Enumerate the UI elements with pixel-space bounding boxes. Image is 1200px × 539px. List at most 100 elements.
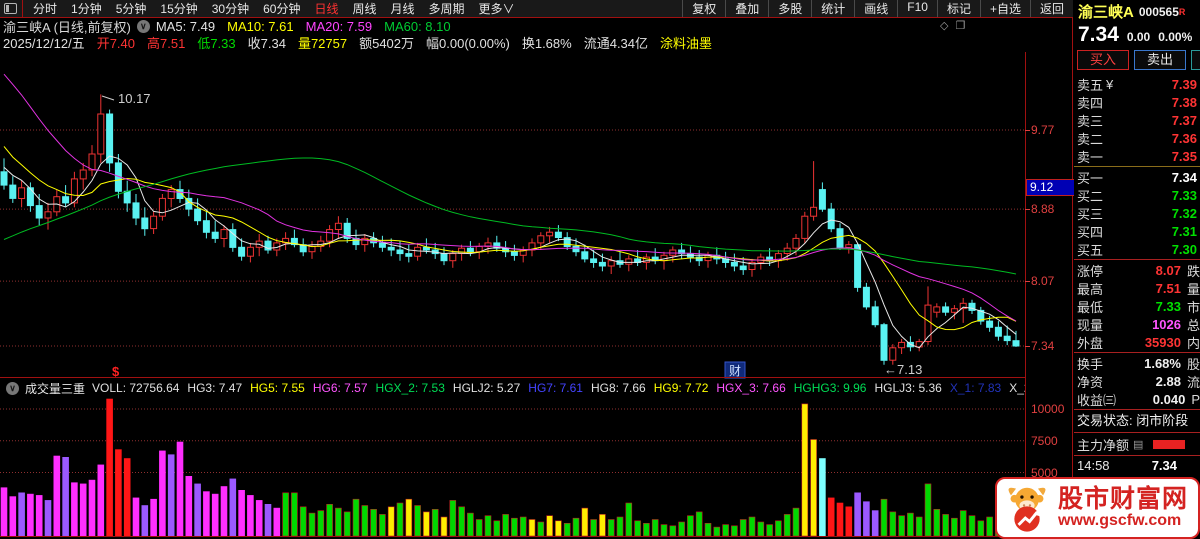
menu-item-tool[interactable]: F10: [897, 0, 937, 17]
buy-level-row[interactable]: 买五 7.30: [1077, 241, 1197, 258]
chart-title-bar: 渝三峡A (日线,前复权) ∨ MA5: 7.49 MA10: 7.61 MA20:…: [0, 18, 1073, 35]
divider: [1074, 409, 1200, 410]
menu-item-period[interactable]: 周线: [352, 2, 377, 16]
tools-menu: 复权 叠加 多股 统计 画线 F10 标记 +自选 返回: [682, 0, 1073, 17]
site-url[interactable]: www.gscfw.com: [1058, 511, 1182, 529]
ma-value: MA60: 8.10: [384, 18, 451, 34]
ma-values: MA5: 7.49 MA10: 7.61 MA20: 7.59 MA60: 8.10: [156, 19, 463, 34]
period-menu: 分时 1分钟 5分钟 15分钟 30分钟 60分钟 日线 周线 月线 多周期 更多∨: [26, 0, 522, 17]
volume-axis-label: 7500: [1031, 433, 1058, 448]
main-flow-row[interactable]: 主力净额 ▤: [1074, 434, 1200, 454]
order-buttons: 买入 卖出: [1074, 47, 1200, 75]
indicator-field: HGLJ3: 5.36: [874, 381, 942, 395]
window-icon[interactable]: ❐: [955, 20, 966, 32]
menu-item-period[interactable]: 多周期: [428, 2, 465, 16]
info-value: 幅0.00(0.00%): [426, 36, 510, 51]
menu-item-period[interactable]: 5分钟: [115, 2, 147, 16]
menu-item-tool[interactable]: 标记: [936, 0, 980, 17]
indicator-name[interactable]: 成交量三重: [25, 381, 86, 396]
menu-item-period[interactable]: 15分钟: [160, 2, 198, 16]
site-name[interactable]: 股市财富网: [1058, 485, 1189, 514]
indicator-field: HGHG3: 9.96: [793, 381, 867, 395]
indicator-field: X_2: 7.91: [1009, 381, 1025, 395]
indicator-field: HGX_3: 7.66: [716, 381, 786, 395]
clipped-label: 股: [1186, 356, 1200, 372]
stat-row: 最低 7.33 市: [1077, 298, 1200, 315]
info-value: 2025/12/12/五: [3, 36, 85, 51]
buy-level-row[interactable]: 买四 7.31: [1077, 223, 1197, 240]
bottom-border: [0, 536, 1073, 537]
menu-item-period[interactable]: 1分钟: [71, 2, 102, 16]
diamond-icon[interactable]: ◇: [940, 20, 949, 32]
watermark-text: 股市财富网 www.gscfw.com: [1058, 486, 1188, 529]
titlebar-icons: ◇ ❐: [940, 19, 972, 32]
volume-axis-label: 10000: [1031, 402, 1065, 416]
clipped-label: 内: [1186, 335, 1200, 351]
ma-value: MA20: 7.59: [305, 18, 373, 34]
sell-button[interactable]: 卖出: [1134, 50, 1186, 70]
symbol-title: 渝三峡A (日线,前复权): [3, 19, 131, 35]
sell-level-row[interactable]: 卖四 7.38: [1077, 94, 1197, 111]
indicator-field: HG6: 7.57: [312, 381, 368, 395]
panel-border: [1072, 0, 1073, 539]
price-row: 7.34 0.00 0.00%: [1074, 23, 1200, 47]
quote-panel: 渝三峡A 000565 R 7.34 0.00 0.00% 买入 卖出 卖五 ¥ …: [1074, 0, 1200, 539]
info-value: 流通4.34亿: [583, 36, 649, 51]
ohlc-info-bar: 2025/12/12/五 开7.40 高7.51 低7.33 收7.34 量72757 额5…: [0, 34, 1073, 51]
price-axis-label: 8.07: [1031, 274, 1055, 289]
stats-block-2: 换手 1.68% 股 净资 2.88 流 收益㈢ 0.040 P: [1074, 354, 1200, 408]
stat-row: 净资 2.88 流: [1077, 373, 1200, 390]
menu-item-period[interactable]: 更多∨: [478, 2, 515, 16]
indicator-field: X_1: 7.83: [949, 381, 1002, 395]
divider: [1074, 455, 1200, 456]
clipped-button[interactable]: [1191, 50, 1200, 70]
info-value: 收7.34: [247, 36, 286, 51]
menu-item-tool[interactable]: 画线: [854, 0, 897, 17]
stock-code: 000565: [1138, 4, 1179, 19]
price-change: 0.00: [1126, 30, 1151, 44]
info-value: 额5402万: [359, 36, 415, 51]
svg-text:10.17: 10.17: [118, 91, 151, 106]
menu-item-period[interactable]: 月线: [390, 2, 415, 16]
menu-item-period[interactable]: 30分钟: [211, 2, 250, 16]
sell-level-row[interactable]: 卖三 7.37: [1077, 112, 1197, 129]
candlestick-chart[interactable]: 10.17 ←7.13 $ 财: [0, 0, 1025, 539]
menu-item-tool[interactable]: 叠加: [725, 0, 768, 17]
menu-item-tool[interactable]: +自选: [979, 0, 1030, 17]
menu-item-period[interactable]: 日线: [314, 2, 339, 16]
ma-value: MA10: 7.61: [227, 18, 294, 34]
buy-level-row[interactable]: 买三 7.32: [1077, 205, 1197, 222]
indicator-field: HGLJ2: 5.27: [452, 381, 521, 395]
price-change-pct: 0.00%: [1158, 30, 1193, 44]
menu-item-tool[interactable]: 返回: [1029, 0, 1073, 17]
clipped-label: 市: [1186, 299, 1200, 315]
info-value: 开7.40: [96, 36, 135, 51]
pane-divider[interactable]: [0, 377, 1025, 378]
stats-block: 涨停 8.07 跌 最高 7.51 量 最低 7.33 市 现量 1026 总 …: [1074, 261, 1200, 351]
sell-level-row[interactable]: 卖一 7.35: [1077, 148, 1197, 165]
buy-button[interactable]: 买入: [1077, 50, 1129, 70]
info-value: 涂料油墨: [660, 36, 713, 51]
svg-text:←7.13: ←7.13: [884, 362, 922, 377]
chevron-down-icon[interactable]: ∨: [6, 381, 19, 395]
divider: [1074, 259, 1200, 260]
clipped-label: 量: [1186, 281, 1200, 297]
layout-toggle-icon[interactable]: [4, 3, 17, 14]
price-axis-label: 9.77: [1031, 122, 1055, 137]
menu-item-period[interactable]: 60分钟: [263, 2, 301, 16]
margin-flag: R: [1178, 6, 1186, 17]
sell-level-row[interactable]: 卖二 7.36: [1077, 130, 1197, 147]
sell-level-row[interactable]: 卖五 ¥ 7.39: [1077, 76, 1197, 93]
indicator-field: VOLL: 72756.64: [92, 381, 180, 395]
menu-item-tool[interactable]: 多股: [768, 0, 811, 17]
price-axis-label: 7.34: [1031, 339, 1055, 353]
chevron-down-icon[interactable]: ∨: [136, 19, 150, 33]
indicator-field: HG3: 7.47: [187, 381, 243, 395]
menu-item-period[interactable]: 分时: [33, 2, 58, 16]
tick-row[interactable]: 14:58 7.34: [1077, 457, 1177, 473]
menu-item-tool[interactable]: 复权: [682, 0, 725, 17]
buy-level-row[interactable]: 买一 7.34: [1077, 169, 1197, 186]
menu-item-tool[interactable]: 统计: [811, 0, 854, 17]
buy-level-row[interactable]: 买二 7.33: [1077, 187, 1197, 204]
